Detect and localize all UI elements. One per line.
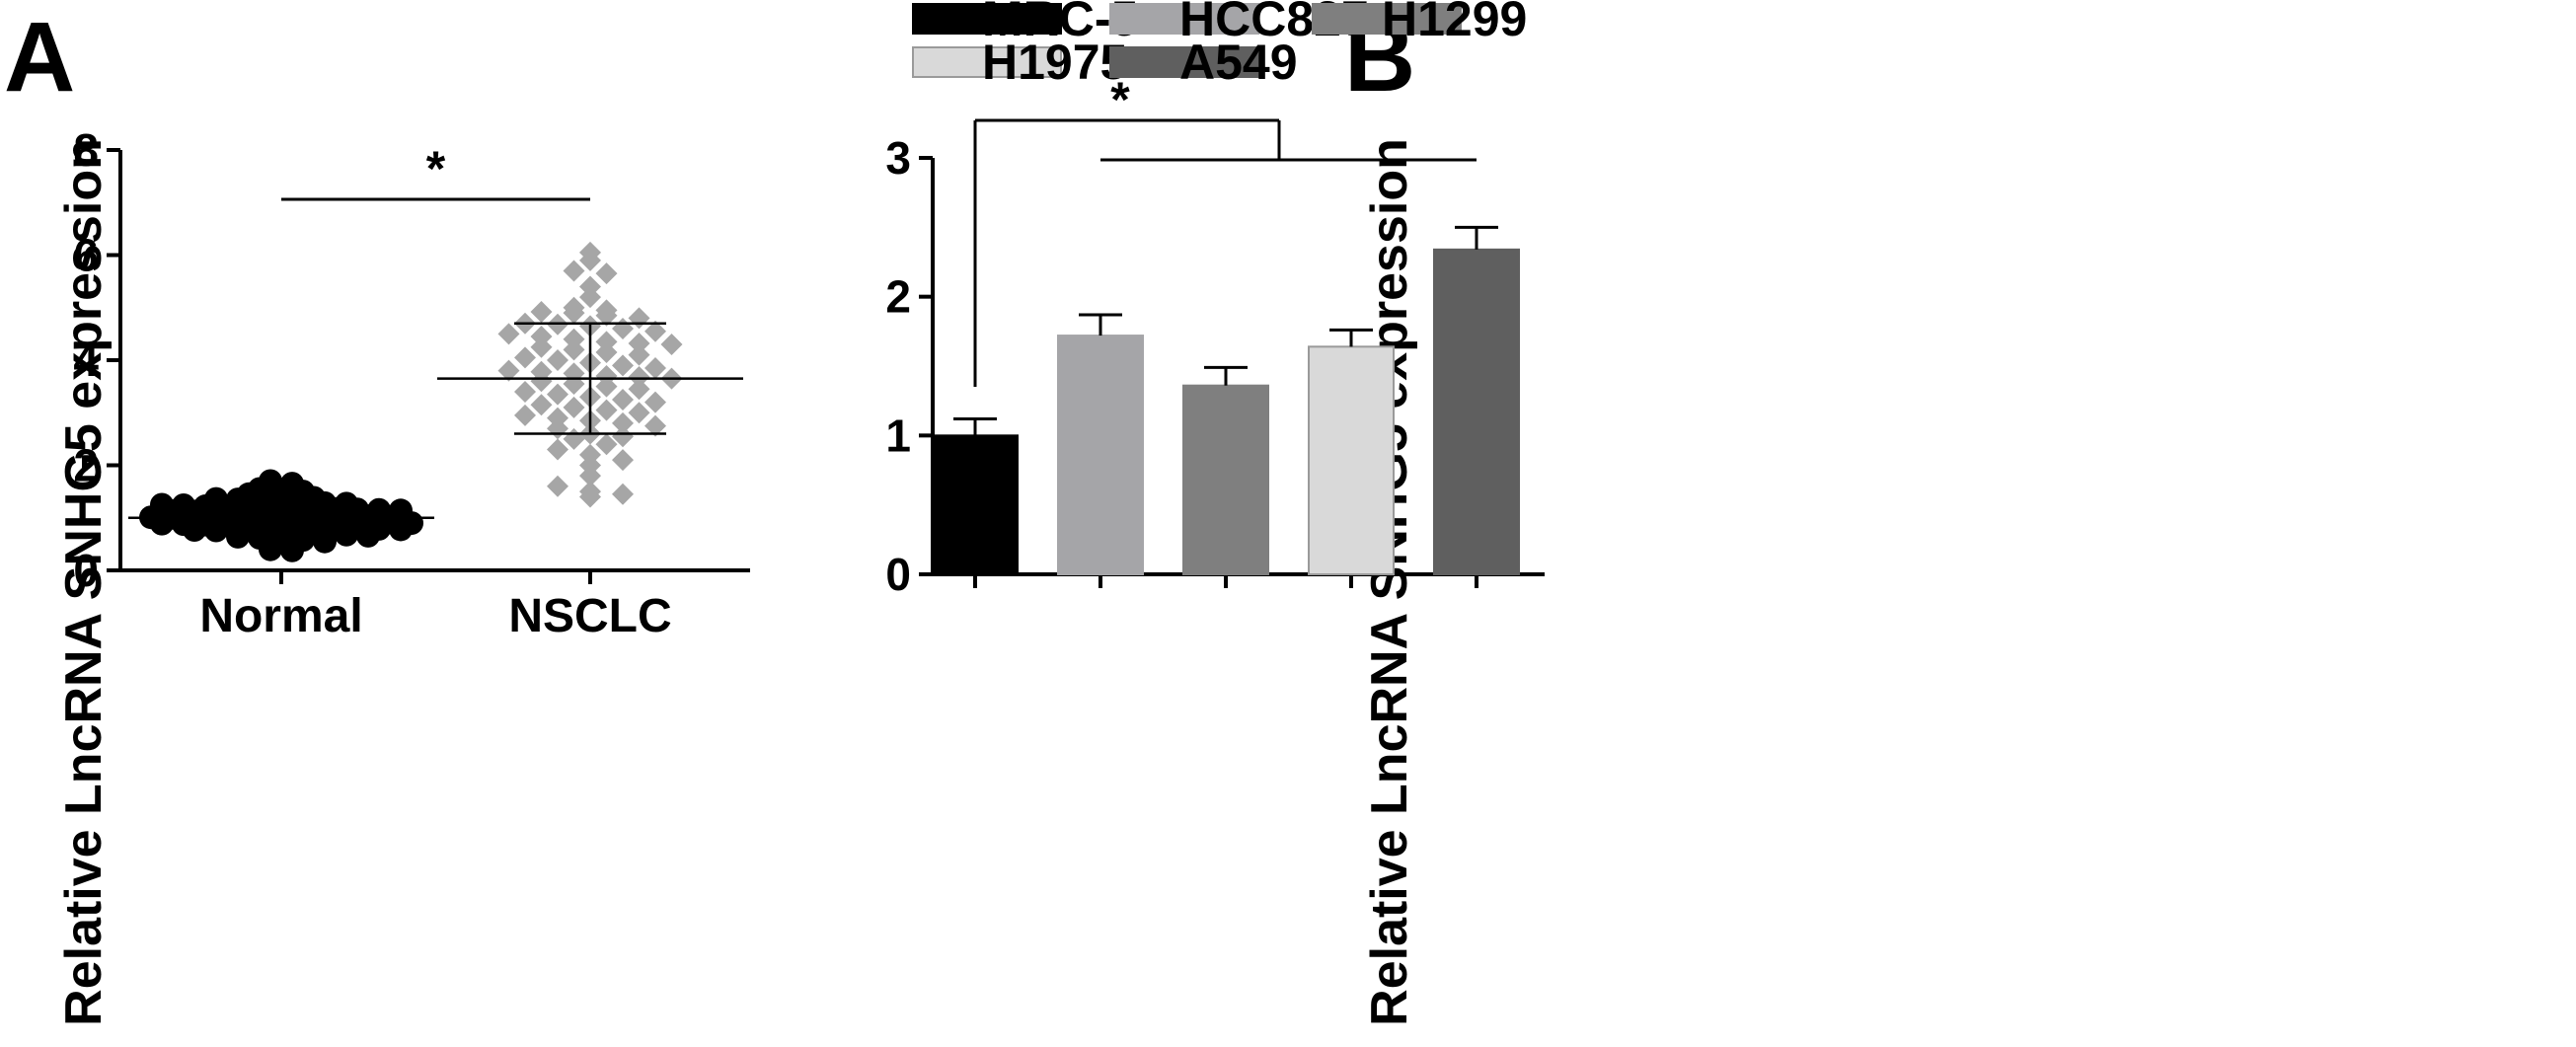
nsclc-data-point [547,349,568,371]
bar-hcc827 [1057,335,1144,576]
nsclc-data-point [497,359,520,382]
nsclc-data-point [563,260,585,282]
nsclc-data-point [530,360,553,383]
panel-a-y-tick-label: 2 [73,440,99,491]
normal-data-point [150,492,174,517]
panel-b-significance-star: * [1110,72,1130,127]
legend-label-h1299: H1299 [1382,0,1527,46]
panel-a-label: A [4,2,75,112]
nsclc-data-point [644,391,666,413]
nsclc-data-point [530,326,553,348]
nsclc-data-point [563,296,585,319]
panel-a-axes: 0 2 4 6 8 Normal NSCLC [73,124,750,642]
nsclc-data-point [612,425,634,448]
nsclc-data-point [497,323,520,345]
nsclc-data-point [514,404,536,426]
nsclc-data-point [628,307,650,330]
nsclc-data-point [595,262,618,285]
nsclc-data-point [628,366,650,389]
nsclc-data-point [595,364,618,387]
legend-label-h1975: H1975 [982,35,1127,90]
panel-a-mean-sd-bars [128,322,743,533]
nsclc-data-point [547,438,568,461]
nsclc-data-point [579,481,601,503]
panel-a-y-tick-label: 8 [73,124,99,176]
bar-a549 [1433,248,1520,575]
panel-a-y-tick-label: 4 [73,335,99,386]
nsclc-data-point [530,394,553,416]
legend-swatch-hcc827 [1109,3,1259,35]
legend-swatch-mrc-5 [912,3,1062,35]
nsclc-data-point [563,427,585,450]
nsclc-data-point [612,411,634,434]
nsclc-data-point [530,301,553,324]
nsclc-data-point [595,399,618,421]
panel-a-significance-star: * [426,141,446,196]
nsclc-data-point [644,320,666,342]
nsclc-data-point [579,275,601,298]
bar-h1975 [1308,345,1395,575]
panel-a-data-points [139,241,683,562]
legend-label-a549: A549 [1179,35,1298,90]
panel-a-x-tick-label: Normal [199,590,362,642]
nsclc-data-point [612,483,634,505]
legend-swatch-h1975 [912,46,1062,78]
legend-swatch-a549 [1109,46,1259,78]
bar-h1299 [1182,384,1269,575]
nsclc-data-point [547,383,568,406]
panel-a-y-axis-label: Relative LncRNA SNHG5 expression [55,138,113,1026]
nsclc-data-point [612,354,634,377]
normal-data-point [280,472,304,496]
panel-b-y-tick-label: 1 [885,410,911,461]
panel-b-y-tick-label: 2 [885,271,911,323]
bar-mrc-5 [932,434,1019,576]
panel-b-bars [932,225,1520,576]
normal-data-point [204,486,228,511]
panel-b-y-tick-label: 0 [885,549,911,600]
panel-a-y-tick-label: 6 [73,230,99,281]
normal-data-point [389,498,413,523]
nsclc-data-point [644,356,666,379]
nsclc-data-point [595,299,618,322]
nsclc-data-point [547,475,568,497]
nsclc-data-point [563,396,585,418]
nsclc-data-point [612,318,634,340]
panel-b-y-axis-label: Relative LncRNA SNHG5 expression [1361,138,1418,1026]
panel-a-y-tick-label: 0 [73,545,99,596]
nsclc-data-point [547,407,568,429]
nsclc-data-point [579,443,601,466]
nsclc-data-point [628,343,650,366]
nsclc-data-point [563,328,585,350]
normal-data-point [367,497,391,522]
nsclc-data-point [612,449,634,472]
nsclc-data-point [595,433,618,456]
panel-a-scatter-chart: A Relative LncRNA SNHG5 expression 0 2 4 6 8… [4,2,750,1026]
panel-b-significance-bracket: * [973,72,1477,387]
panel-b-y-tick-label: 3 [885,132,911,184]
nsclc-data-point [660,334,683,356]
nsclc-data-point [514,346,536,369]
nsclc-data-point [612,388,634,411]
panel-b-bar-chart: B Relative LncRNA SNHG5 expression MRC-5… [885,0,1545,1026]
panel-a-significance-bracket: * [281,141,590,201]
legend-swatch-h1299 [1312,3,1462,35]
nsclc-data-point [514,380,536,403]
nsclc-data-point [628,378,650,401]
nsclc-data-point [595,331,618,353]
nsclc-data-point [644,414,666,437]
normal-data-point [259,469,282,493]
nsclc-data-point [628,402,650,424]
panel-a-x-tick-label: NSCLC [508,590,671,642]
nsclc-data-point [628,332,650,354]
nsclc-data-point [579,241,601,263]
normal-data-point [172,492,195,517]
